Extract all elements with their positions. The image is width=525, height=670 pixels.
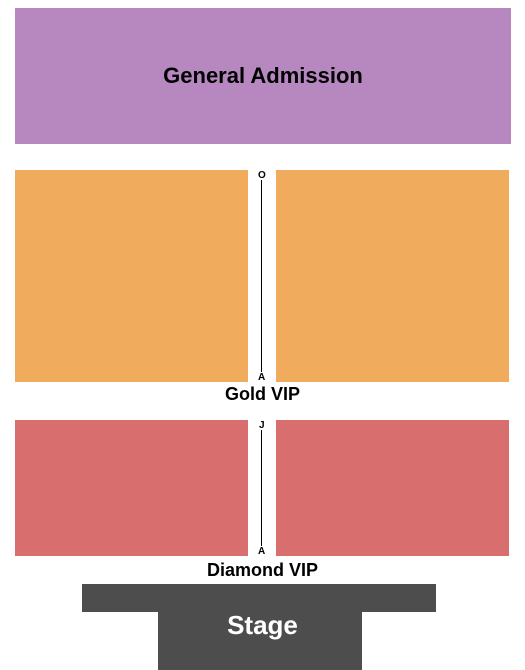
diamond-vip-row-top: J [259,420,265,431]
diamond-vip-aisle [261,430,262,546]
diamond-vip-row-bottom: A [258,546,265,557]
gold-vip-zone-label: Gold VIP [0,384,525,405]
diamond-vip-left-section[interactable] [15,420,248,556]
gold-vip-row-bottom: A [258,372,265,383]
stage-top-block [82,584,436,612]
gold-vip-aisle [261,180,262,372]
general-admission-label: General Admission [163,63,363,89]
gold-vip-right-section[interactable] [276,170,509,382]
diamond-vip-zone-label: Diamond VIP [0,560,525,581]
gold-vip-left-section[interactable] [15,170,248,382]
diamond-vip-right-section[interactable] [276,420,509,556]
stage-label: Stage [0,610,525,641]
general-admission-section[interactable]: General Admission [15,8,511,144]
gold-vip-row-top: O [258,170,266,181]
